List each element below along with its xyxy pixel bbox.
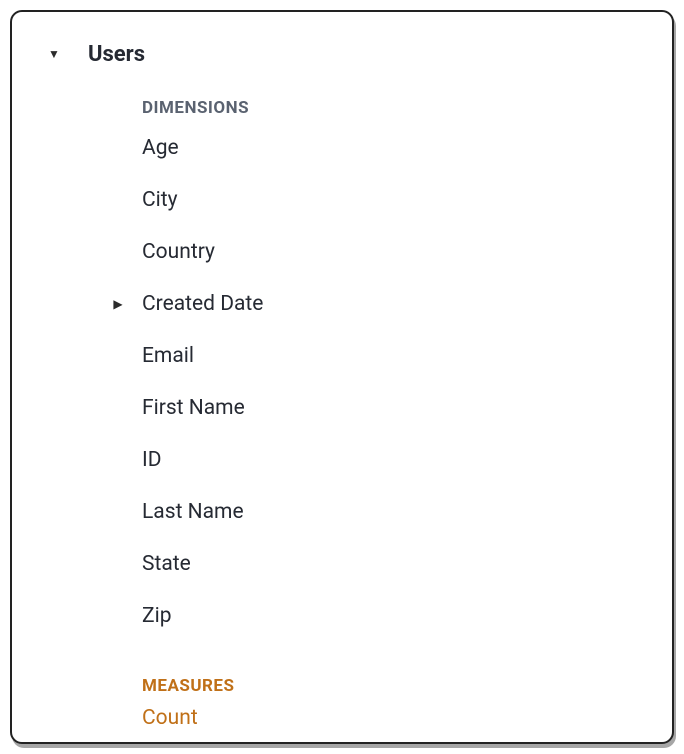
dimension-field[interactable]: ▶ Email [12, 330, 672, 382]
field-label: Created Date [142, 292, 263, 316]
chevron-right-icon: ▶ [110, 298, 126, 310]
field-label: State [142, 552, 191, 576]
chevron-down-icon: ▼ [46, 48, 62, 60]
dimensions-header: DIMENSIONS [12, 98, 672, 118]
field-label: Email [142, 344, 194, 368]
dimension-field[interactable]: ▶ Last Name [12, 486, 672, 538]
field-label: First Name [142, 396, 245, 420]
field-picker-panel: ▼ Users DIMENSIONS ▶ Age ▶ City ▶ Countr… [10, 10, 674, 744]
dimension-field[interactable]: ▶ Zip [12, 590, 672, 642]
measure-field[interactable]: ▶ Count [12, 696, 672, 740]
dimension-field[interactable]: ▶ State [12, 538, 672, 590]
measures-header: MEASURES [12, 676, 672, 696]
dimension-field-created-date[interactable]: ▶ Created Date [12, 278, 672, 330]
field-label: Age [142, 136, 179, 160]
dimension-field[interactable]: ▶ ID [12, 434, 672, 486]
measures-list: ▶ Count [12, 696, 672, 740]
field-label: ID [142, 448, 162, 472]
field-label: Last Name [142, 500, 244, 524]
view-row-users[interactable]: ▼ Users [12, 34, 672, 74]
field-label: Zip [142, 604, 171, 628]
dimension-field[interactable]: ▶ Country [12, 226, 672, 278]
field-label: Count [142, 706, 198, 730]
view-label: Users [88, 42, 145, 67]
dimension-field[interactable]: ▶ First Name [12, 382, 672, 434]
dimension-field[interactable]: ▶ City [12, 174, 672, 226]
dimensions-list: ▶ Age ▶ City ▶ Country ▶ Created Date ▶ … [12, 122, 672, 642]
field-label: Country [142, 240, 215, 264]
field-label: City [142, 188, 178, 212]
dimension-field[interactable]: ▶ Age [12, 122, 672, 174]
